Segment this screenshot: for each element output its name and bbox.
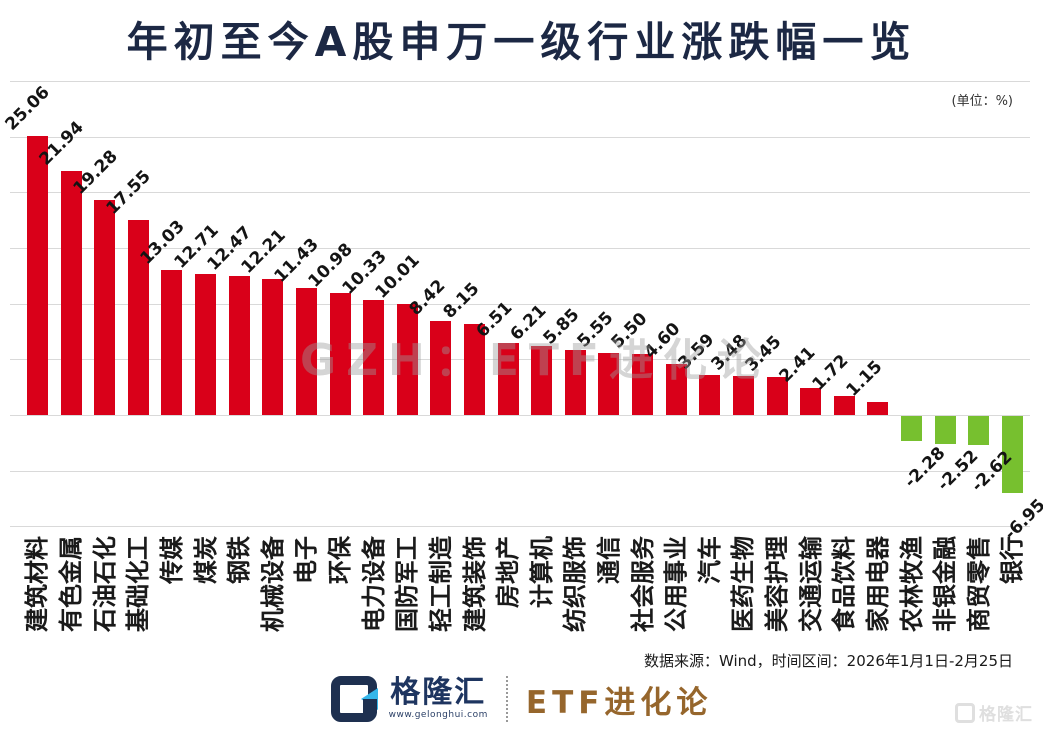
gridline--10: [10, 526, 1030, 528]
bar: [60, 170, 82, 415]
bar-category-label: 电力设备: [359, 536, 388, 632]
corner-logo-icon: [955, 702, 975, 723]
brand-name-block: 格隆汇 www.gelonghui.com: [389, 678, 488, 720]
bar-category-label: 国防军工: [393, 536, 422, 632]
center-watermark: GZH：ETF进化论: [300, 335, 771, 386]
unit-label: (单位：%): [951, 94, 1014, 109]
bar: [430, 321, 452, 415]
bar: [598, 353, 620, 415]
brand-name: 格隆汇: [390, 675, 487, 710]
bar: [127, 219, 149, 415]
bar-category-label: 银行: [998, 536, 1027, 584]
bar: [901, 416, 922, 442]
bar: [262, 279, 284, 415]
bar: [766, 376, 788, 415]
bar-category-label: 石油石化: [90, 536, 119, 632]
bar-category-label: 商贸零售: [964, 536, 993, 632]
bar: [867, 402, 889, 415]
gridline-20: [10, 192, 1030, 194]
bar: [295, 287, 317, 415]
gridline-15: [10, 248, 1030, 249]
bar-category-label: 计算机: [527, 536, 556, 608]
brand-url: www.gelonghui.com: [388, 710, 488, 720]
gridline-0: [10, 415, 1030, 416]
bar: [363, 300, 385, 415]
gridline-5: [10, 359, 1030, 361]
bar-category-label: 交通运输: [796, 536, 825, 632]
bar-category-label: 社会服务: [628, 536, 657, 632]
bar-value-label: 8.42: [405, 276, 450, 321]
bar: [934, 416, 956, 444]
bar-category-label: 建筑装饰: [460, 536, 489, 632]
footer-brand: 格隆汇 www.gelonghui.com ETF进化论: [0, 676, 1043, 722]
data-source-note: 数据来源：Wind，时间区间：2026年1月1日-2月25日: [643, 652, 1013, 670]
gridline-25: [10, 136, 1030, 138]
bar-category-label: 房地产: [494, 536, 523, 608]
bar-category-label: 轻工制造: [426, 536, 455, 632]
bar: [699, 375, 721, 415]
bar-category-label: 美容护理: [763, 536, 791, 632]
bar: [732, 376, 754, 415]
bar-category-label: 传媒: [157, 536, 186, 584]
bar: [531, 345, 553, 415]
bar-value-label: 25.06: [1, 82, 55, 135]
bar: [161, 270, 183, 415]
bar-category-label: 公用事业: [662, 536, 691, 632]
brand-divider: [505, 676, 508, 722]
bar-category-label: 家用电器: [863, 536, 892, 632]
bar-category-label: 通信: [594, 536, 623, 584]
bar-category-label: 煤炭: [191, 536, 220, 584]
gridline-30: [10, 81, 1030, 83]
bar-category-label: 农林牧渔: [897, 536, 926, 632]
logo-bar-shape: [362, 699, 377, 713]
brand-product-name: ETF进化论: [525, 684, 713, 721]
corner-watermark: 格隆汇: [955, 700, 1033, 725]
bar: [329, 292, 351, 415]
bar: [94, 200, 116, 415]
gridline-10: [10, 303, 1030, 305]
bar: [833, 395, 855, 415]
bar: [464, 324, 485, 415]
bar-category-label: 汽车: [695, 536, 724, 584]
bar-category-label: 非银金融: [931, 536, 960, 632]
bar-category-label: 环保: [326, 536, 354, 584]
bar: [228, 276, 250, 415]
bar: [564, 349, 586, 415]
corner-watermark-text: 格隆汇: [979, 705, 1033, 725]
bar-category-label: 医药生物: [729, 536, 758, 632]
bar-category-label: 纺织服饰: [561, 536, 590, 632]
bar: [195, 273, 216, 415]
bar: [968, 416, 990, 446]
bar: [1001, 416, 1023, 494]
bar-category-label: 建筑材料: [23, 536, 52, 632]
bar-category-label: 电子: [292, 536, 321, 584]
bar-category-label: 食品饮料: [830, 536, 859, 632]
bar: [26, 136, 48, 415]
bar-category-label: 钢铁: [225, 536, 254, 584]
bar: [497, 342, 519, 415]
bar: [632, 353, 654, 415]
bar: [800, 388, 822, 415]
bar-category-label: 有色金属: [57, 536, 85, 632]
gridline--5: [10, 470, 1030, 472]
bar: [396, 303, 418, 415]
bar-category-label: 基础化工: [124, 536, 153, 632]
bar: [665, 363, 687, 415]
gelonghui-logo-icon: [330, 676, 378, 722]
chart-title: 年初至今A股申万一级行业涨跌幅一览: [126, 18, 917, 66]
bar-category-label: 机械设备: [258, 536, 287, 632]
